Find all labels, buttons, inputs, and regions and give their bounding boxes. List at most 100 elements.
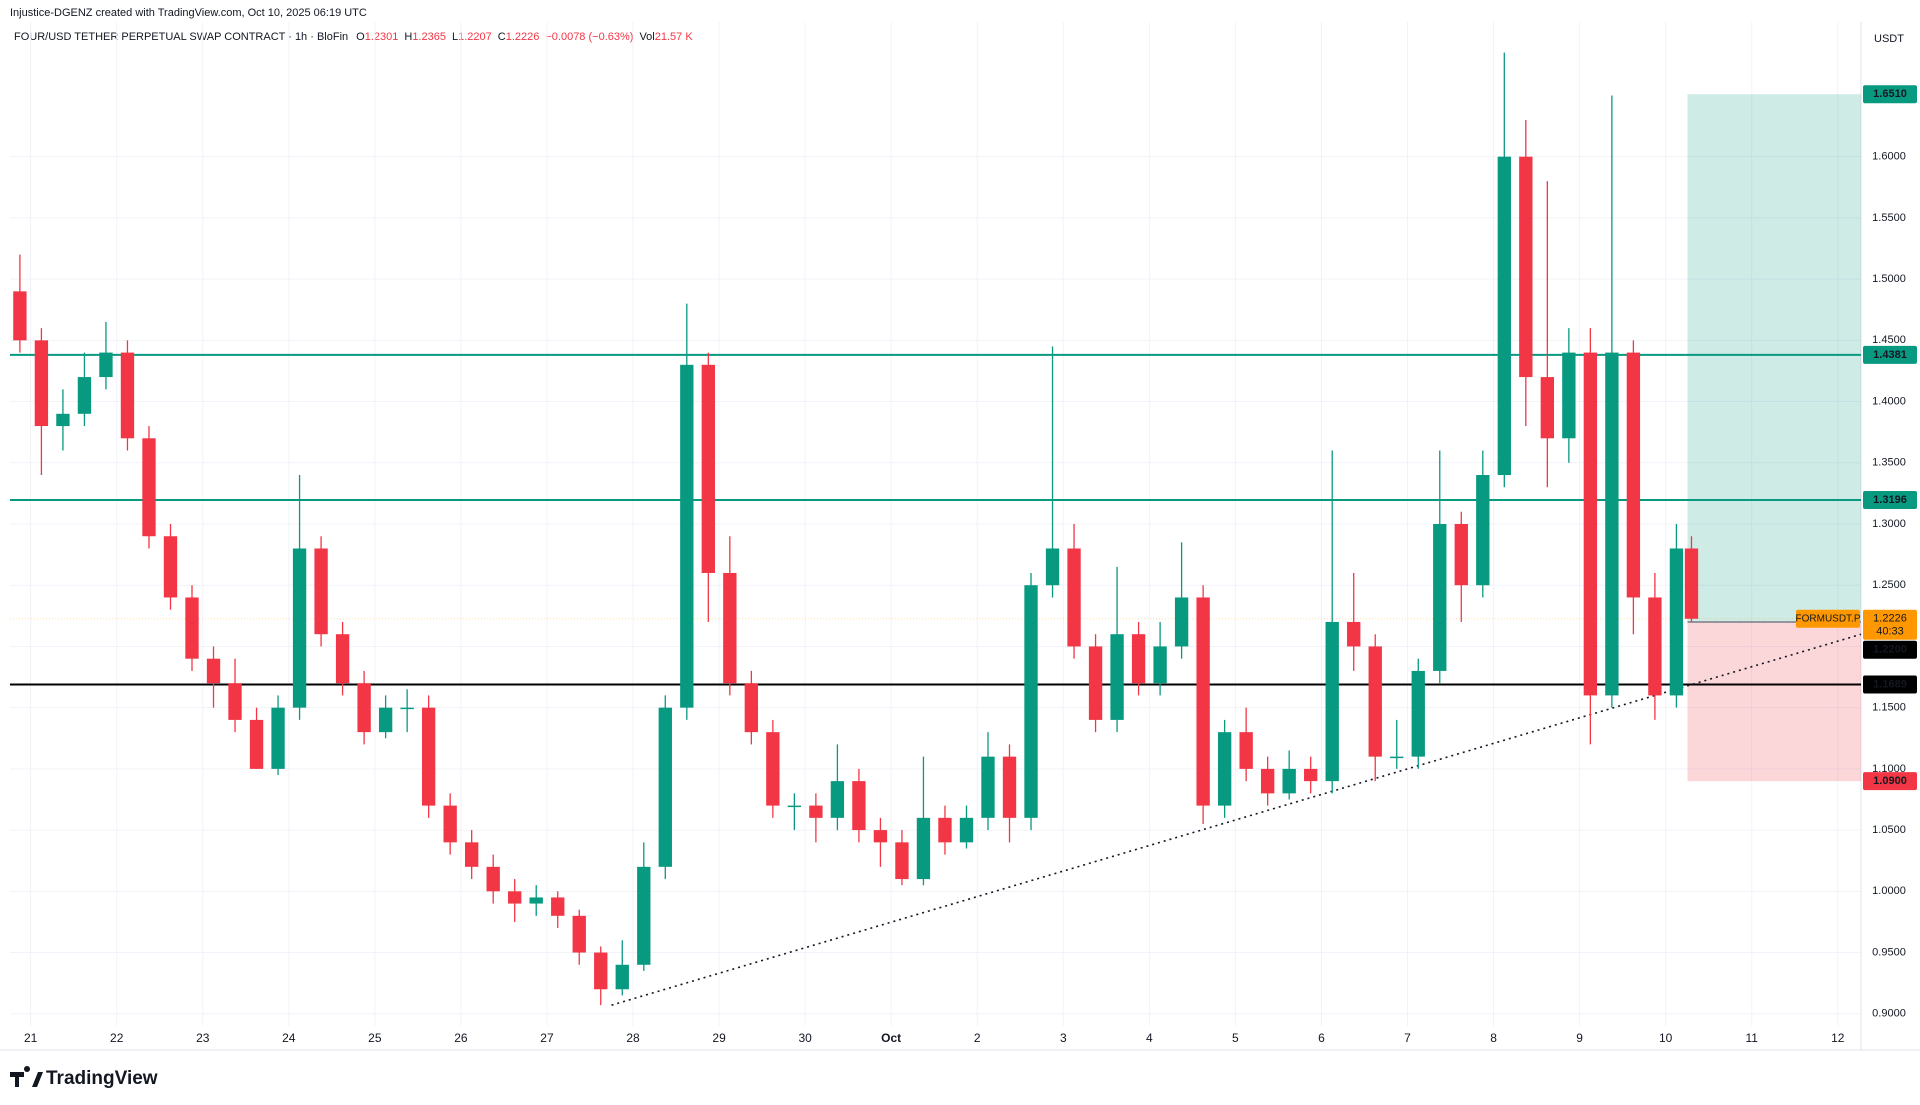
candle-body [1260,768,1275,794]
candle-body [1131,634,1146,684]
x-tick-label: 10 [1659,1031,1673,1045]
symbol-label: FORMUSDT.P [1796,613,1861,624]
candle-body [34,340,49,427]
target-label: 1.6510 [1873,88,1907,100]
candle-body [959,817,974,843]
candle-body [1583,352,1598,696]
candle-body [1153,646,1167,684]
candle-body [637,866,651,965]
candle-body [701,364,715,573]
countdown: 40:33 [1876,626,1904,638]
y-tick-label: 0.9000 [1872,1008,1906,1020]
symbol-box [1796,609,1860,628]
x-tick-label: 21 [24,1031,38,1045]
x-tick-label: Oct [881,1031,901,1045]
stop-label-box [1863,772,1917,791]
candle-body [1282,768,1296,794]
candle-body [830,781,845,818]
candle-body [1067,548,1081,647]
y-tick-label: 1.1500 [1872,702,1906,714]
candle-body [1110,634,1124,720]
candle-body [938,817,952,843]
y-tick-label: 0.9500 [1872,946,1906,958]
legend-change: −0.0078 (−0.63%) [545,31,633,43]
candle-body [120,352,135,439]
candle-body [314,548,328,635]
y-tick-label: 1.4500 [1872,334,1906,346]
legend-key: C [498,31,506,43]
legend-key: L [452,31,458,43]
x-tick-label: 2 [974,1031,981,1045]
x-tick-label: 27 [540,1031,554,1045]
axis-unit: USDT [1874,33,1904,45]
x-tick-label: 28 [626,1031,640,1045]
y-tick-label: 1.0500 [1872,824,1906,836]
candle-body [723,572,737,684]
candle-body [249,719,264,769]
legend-key: Vol [639,31,654,43]
x-tick-label: 4 [1146,1031,1153,1045]
candle-body [1497,156,1511,476]
x-tick-label: 5 [1232,1031,1239,1045]
candle-body [1669,548,1684,696]
candle-body [680,364,694,708]
candle-body [1304,768,1318,782]
x-tick-label: 23 [196,1031,210,1045]
candle-body [1217,732,1232,806]
candle-body [1684,548,1699,619]
candle-body [1325,621,1339,782]
candle-body [13,291,27,341]
legend-key: H [404,31,412,43]
candle-body [572,915,586,953]
candle-body [1239,732,1253,769]
y-tick-label: 1.2500 [1872,579,1906,591]
candle-body [873,830,888,843]
legend-key: O [356,31,365,43]
level-label-box [1863,345,1917,364]
candle-body [56,413,70,427]
candle-body [1519,156,1533,378]
y-tick-label: 1.5000 [1872,273,1906,285]
candle-body [421,707,436,806]
candle-body [852,781,866,831]
candle-body [77,377,92,414]
candle-body [766,732,780,806]
x-tick-label: 7 [1404,1031,1411,1045]
x-tick-label: 30 [798,1031,812,1045]
candle-body [292,548,307,708]
stop-label: 1.0900 [1873,775,1907,787]
level-label-box [1863,675,1917,694]
last-price-box [1863,609,1917,640]
target-zone [1687,94,1861,622]
candle-body [809,805,823,818]
legend-value: 1.2207 [458,31,492,43]
x-tick-label: 29 [712,1031,726,1045]
candle-body [443,805,457,843]
x-tick-label: 6 [1318,1031,1325,1045]
candle-body [1562,352,1576,439]
candle-body [1626,352,1641,598]
candle-body [1024,585,1038,818]
candle-body [486,866,500,892]
candle-body [1347,621,1361,647]
candle-body [787,805,802,808]
candle-body [99,352,113,378]
candle-body [594,952,608,990]
y-tick-label: 1.3000 [1872,518,1906,530]
candle-body [615,964,629,990]
y-tick-label: 1.0000 [1872,885,1906,897]
level-label: 1.4381 [1873,349,1907,361]
candle-body [185,597,199,659]
candle-body [658,707,672,867]
x-tick-label: 25 [368,1031,382,1045]
x-tick-label: 26 [454,1031,468,1045]
y-tick-label: 1.3500 [1872,457,1906,469]
y-tick-label: 1.5500 [1872,212,1906,224]
x-tick-label: 11 [1745,1031,1758,1045]
candle-body [1454,524,1468,586]
candle-body [1540,377,1555,439]
legend-value: 1.2226 [506,31,540,43]
level-label: 1.1689 [1873,678,1907,690]
logo-icon [10,1066,43,1087]
candle-body [1433,524,1447,671]
